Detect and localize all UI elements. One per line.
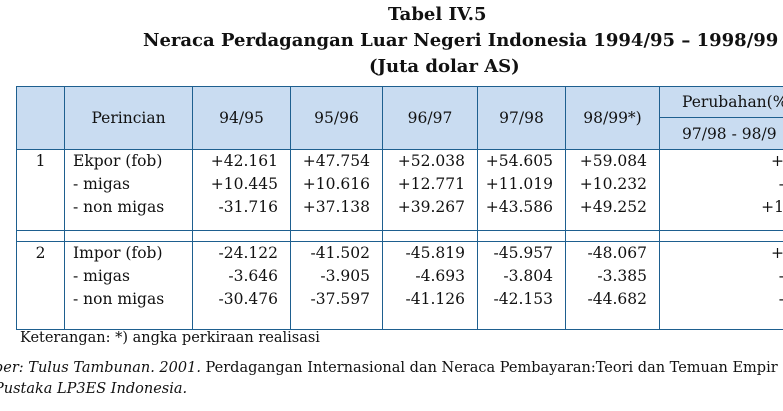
group-number: 2 xyxy=(16,241,65,330)
cell-value: +42.161 xyxy=(210,152,278,171)
row-label: - migas xyxy=(73,267,130,286)
cell-value: -30.476 xyxy=(218,290,278,309)
cell-value: +10.232 xyxy=(579,175,647,194)
cell: -45.957 -3.804 -42.153 xyxy=(477,241,566,330)
cell-value: +10.445 xyxy=(210,175,278,194)
change-value: + xyxy=(771,244,783,263)
table-row: 2 Impor (fob) - migas - non migas -24.12… xyxy=(16,241,783,330)
table-row: 1 Ekpor (fob) - migas - non migas +42.16… xyxy=(16,149,783,231)
cell: +42.161 +10.445 -31.716 xyxy=(192,149,291,231)
cell-value: -31.716 xyxy=(218,198,278,217)
cell-value: -37.597 xyxy=(310,290,370,309)
cell-value: +37.138 xyxy=(302,198,370,217)
source-line-1: ber: Tulus Tambunan. 2001. Perdagangan I… xyxy=(0,360,778,376)
cell-value: -45.957 xyxy=(493,244,553,263)
cell: -41.502 -3.905 -37.597 xyxy=(290,241,383,330)
cell-value: +39.267 xyxy=(397,198,465,217)
cell-value: -3.385 xyxy=(597,267,647,286)
header-no xyxy=(16,85,65,151)
cell-value: -44.682 xyxy=(587,290,647,309)
cell-value: +52.038 xyxy=(397,152,465,171)
cell: -48.067 -3.385 -44.682 xyxy=(565,241,660,330)
change-value: +1 xyxy=(761,198,783,217)
header-year-3: 96/97 xyxy=(382,85,478,151)
table-unit: (Juta dolar AS) xyxy=(369,56,520,77)
cell: +59.084 +10.232 +49.252 xyxy=(565,149,660,231)
cell-value: -45.819 xyxy=(405,244,465,263)
cell: + - +1 xyxy=(659,149,783,231)
cell-value: +47.754 xyxy=(302,152,370,171)
row-label: Ekpor (fob) xyxy=(73,152,163,171)
cell: -45.819 -4.693 -41.126 xyxy=(382,241,478,330)
header-year-2: 95/96 xyxy=(290,85,383,151)
cell-value: +12.771 xyxy=(397,175,465,194)
cell-value: +10.616 xyxy=(302,175,370,194)
change-value: - xyxy=(660,265,783,288)
change-value: - xyxy=(660,288,783,311)
cell: + - - xyxy=(659,241,783,330)
cell-value: -41.126 xyxy=(405,290,465,309)
source-author: ber: Tulus Tambunan. 2001. xyxy=(0,360,201,376)
cell-value: -48.067 xyxy=(587,244,647,263)
change-value: - xyxy=(660,173,783,196)
separator-row xyxy=(16,229,783,243)
cell-value: +43.586 xyxy=(485,198,553,217)
cell: -24.122 -3.646 -30.476 xyxy=(192,241,291,330)
header-rincian: Perincian xyxy=(64,85,193,151)
cell-value: -3.804 xyxy=(503,267,553,286)
cell-value: -4.693 xyxy=(415,267,465,286)
header-year-4: 97/98 xyxy=(477,85,566,151)
cell: +52.038 +12.771 +39.267 xyxy=(382,149,478,231)
row-labels: Impor (fob) - migas - non migas xyxy=(64,241,193,330)
cell: +54.605 +11.019 +43.586 xyxy=(477,149,566,231)
table-note: Keterangan: *) angka perkiraan realisasi xyxy=(20,330,320,346)
header-change: Perubahan(% xyxy=(659,85,783,119)
source-line-2: Pustaka LP3ES Indonesia. xyxy=(0,381,188,397)
change-value: + xyxy=(771,152,783,171)
cell-value: -24.122 xyxy=(218,244,278,263)
row-label: - non migas xyxy=(73,290,165,309)
cell-value: +11.019 xyxy=(485,175,553,194)
row-label: - migas xyxy=(73,175,130,194)
header-year-1: 94/95 xyxy=(192,85,291,151)
table-number: Tabel IV.5 xyxy=(388,4,487,25)
cell-value: -42.153 xyxy=(493,290,553,309)
table-title: Neraca Perdagangan Luar Negeri Indonesia… xyxy=(143,30,779,51)
header-year-5: 98/99*) xyxy=(565,85,660,151)
cell-value: -3.646 xyxy=(228,267,278,286)
cell-value: -41.502 xyxy=(310,244,370,263)
cell-value: +54.605 xyxy=(485,152,553,171)
row-labels: Ekpor (fob) - migas - non migas xyxy=(64,149,193,231)
row-label: Impor (fob) xyxy=(73,244,163,263)
cell-value: +49.252 xyxy=(579,198,647,217)
trade-balance-table: Perincian 94/95 95/96 96/97 97/98 98/99*… xyxy=(16,85,783,330)
cell-value: +59.084 xyxy=(579,152,647,171)
source-title: Perdagangan Internasional dan Neraca Pem… xyxy=(200,360,778,376)
cell: +47.754 +10.616 +37.138 xyxy=(290,149,383,231)
row-label: - non migas xyxy=(73,198,165,217)
group-number: 1 xyxy=(16,149,65,231)
header-change-sub: 97/98 - 98/9 xyxy=(659,117,783,151)
cell-value: -3.905 xyxy=(320,267,370,286)
